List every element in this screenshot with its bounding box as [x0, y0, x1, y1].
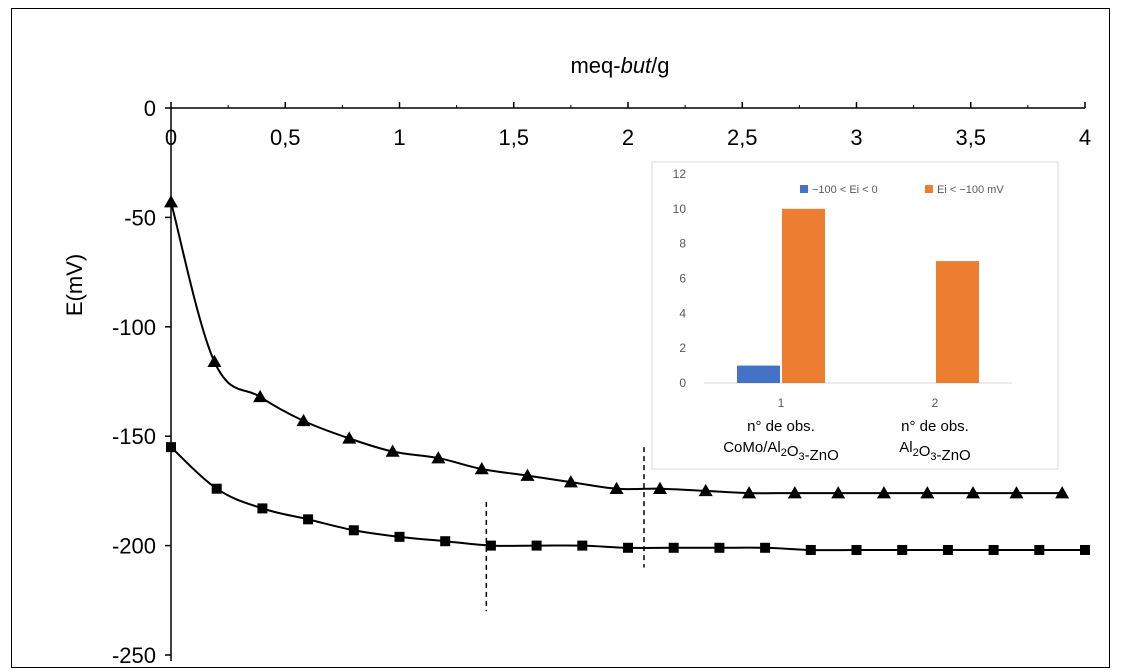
y-tick-label: -150	[112, 424, 156, 449]
x-tick-label: 3,5	[955, 125, 986, 150]
x-axis-title-part: but	[621, 53, 652, 78]
square-point	[942, 544, 953, 555]
inset-y-tick-label: 2	[679, 341, 686, 355]
triangle-point	[742, 486, 757, 499]
triangle-point	[474, 462, 489, 475]
triangle-point	[385, 444, 400, 457]
square-point	[531, 540, 542, 551]
square-point	[805, 544, 816, 555]
inset-y-tick-label: 10	[673, 202, 687, 216]
square-point	[303, 514, 314, 525]
inset-frame	[651, 161, 1059, 470]
square-point	[623, 542, 633, 553]
y-tick-label: -200	[112, 534, 156, 559]
triangle-point	[609, 481, 624, 494]
inset-legend-label: Ei < −100 mV	[937, 184, 1004, 196]
inset-legend-label: −100 < Ei < 0	[812, 184, 878, 196]
x-tick-label: 3	[850, 125, 862, 150]
inset-y-tick-label: 0	[679, 376, 686, 390]
x-tick-label: 4	[1079, 125, 1091, 150]
y-tick-label: 0	[144, 96, 156, 121]
series-line	[170, 201, 1063, 495]
triangle-point	[342, 431, 357, 444]
triangle-point	[520, 468, 535, 481]
axes: 0 0,5 1 1,5 2 2,5 3 3,5 4 0 -50 -100 -150 -200 -250	[112, 96, 1091, 668]
triangle-point	[966, 486, 981, 499]
square-point	[485, 540, 496, 551]
x-tick-label: 1	[393, 125, 405, 150]
inset-y-tick-label: 12	[673, 167, 687, 181]
square-point	[440, 536, 451, 547]
square-point	[166, 442, 176, 453]
triangle-point	[831, 486, 846, 499]
inset-bar	[936, 261, 979, 383]
inset-category-label: 2	[932, 396, 939, 410]
square-point	[851, 544, 862, 555]
triangle-point	[431, 451, 446, 464]
triangle-point	[253, 389, 268, 403]
inset-legend-swatch	[925, 185, 933, 193]
square-point	[257, 503, 268, 514]
y-tick-label: -250	[112, 643, 156, 668]
inset-y-tick-label: 8	[679, 237, 686, 251]
y-tick-label: -100	[112, 315, 156, 340]
square-point	[1034, 544, 1045, 555]
x-tick-label: 1,5	[498, 125, 529, 150]
inset-category-line2: Al2O3-ZnO	[899, 439, 970, 464]
inset-chart: 0 2 4 6 8 10 12 1 n° de obs. CoMo/Al2O3-ZnO 2 n° de…	[651, 161, 1059, 470]
triangle-point	[1009, 486, 1024, 499]
series-layer	[164, 195, 1090, 612]
y-axis-title: E(mV)	[62, 254, 87, 316]
x-axis-title-part: meq-	[570, 53, 620, 78]
triangle-point	[698, 483, 713, 497]
triangle-point	[207, 354, 222, 368]
triangle-point	[1055, 486, 1070, 499]
inset-category-line2: CoMo/Al2O3-ZnO	[723, 439, 839, 464]
x-tick-label: 0,5	[270, 125, 301, 150]
series-square	[166, 442, 1090, 555]
triangle-point	[652, 481, 667, 494]
square-point	[577, 540, 588, 551]
square-point	[1080, 544, 1090, 555]
x-tick-label: 2,5	[727, 125, 758, 150]
square-point	[760, 542, 771, 553]
triangle-point	[296, 413, 311, 427]
triangle-point	[787, 486, 802, 499]
x-axis-title-part: /g	[651, 53, 669, 78]
square-point	[988, 544, 999, 555]
inset-bar	[782, 208, 825, 383]
x-axis-title: meq-but/g	[570, 53, 669, 78]
triangle-point	[164, 195, 178, 208]
square-point	[897, 544, 908, 555]
square-point	[714, 542, 725, 553]
square-point	[394, 531, 405, 542]
square-point	[668, 542, 679, 553]
y-tick-label: -50	[124, 205, 156, 230]
inset-legend-swatch	[800, 185, 808, 193]
inset-y-tick-label: 6	[679, 272, 686, 286]
x-tick-label: 2	[622, 125, 634, 150]
x-tick-label: 0	[165, 125, 177, 150]
inset-category-line1: n° de obs.	[747, 418, 815, 435]
square-point	[211, 483, 222, 494]
inset-category-label: 1	[778, 396, 785, 410]
triangle-point	[920, 486, 935, 499]
series-triangle	[164, 195, 1070, 499]
inset-bar	[737, 365, 780, 383]
triangle-point	[876, 486, 891, 499]
inset-category-line1: n° de obs.	[901, 418, 969, 435]
triangle-point	[563, 475, 578, 488]
inset-y-tick-label: 4	[679, 306, 686, 320]
square-point	[348, 525, 359, 536]
